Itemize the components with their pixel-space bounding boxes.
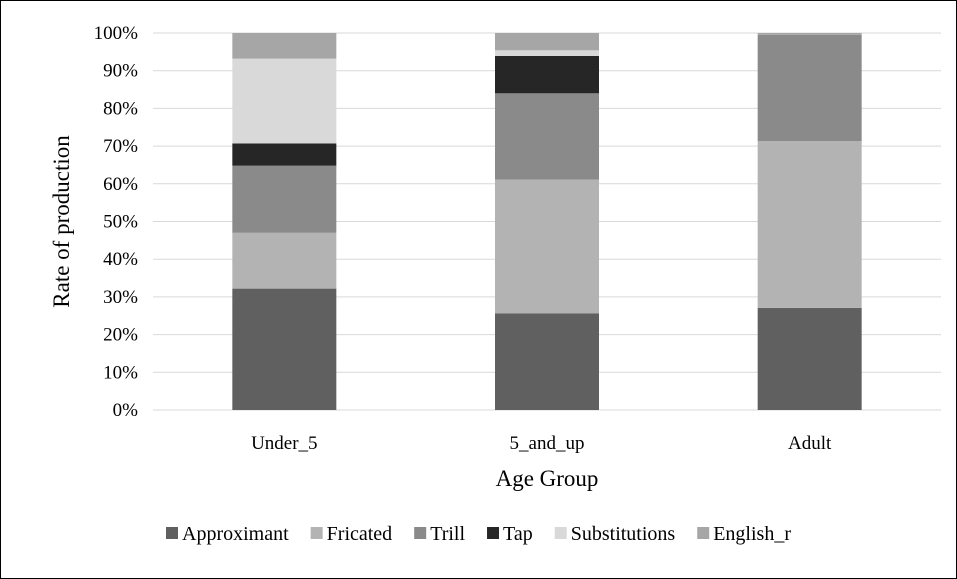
legend-label: Fricated [327, 523, 393, 545]
bar-segment [495, 179, 599, 314]
bar-segment [232, 232, 337, 289]
legend: Approximant Fricated Trill Tap Substitutions… [166, 523, 791, 545]
legend-swatch [310, 527, 323, 539]
legend-swatch [166, 527, 178, 539]
y-tick-labels: 0% 10% 20% 30% 40% 50% 60% 70% 80% 90% 100% [94, 23, 139, 421]
bar-segment [757, 33, 862, 35]
bar-segment [757, 34, 862, 142]
bars [232, 33, 862, 410]
bar-segment [232, 165, 337, 233]
bar-segment [232, 33, 337, 59]
y-tick-label: 80% [103, 98, 138, 119]
y-tick-label: 40% [103, 249, 138, 270]
y-tick-label: 50% [103, 212, 138, 233]
y-tick-label: 20% [103, 325, 138, 346]
bar-segment [757, 141, 862, 308]
legend-label: English_r [713, 523, 791, 545]
legend-swatch [697, 527, 710, 539]
bar-segment [495, 55, 599, 94]
bar-segment [495, 33, 599, 51]
legend-swatch [554, 527, 567, 539]
x-tick-label: 5_and_up [510, 433, 585, 454]
legend-label: Trill [430, 523, 465, 545]
legend-swatch [487, 527, 500, 539]
legend-label: Approximant [182, 523, 289, 545]
x-tick-labels: Under_5 5_and_up Adult [251, 433, 832, 454]
x-tick-label: Under_5 [251, 433, 317, 454]
y-tick-label: 30% [103, 287, 138, 308]
bar-segment [232, 58, 337, 144]
legend-label: Tap [503, 523, 533, 545]
y-tick-label: 0% [113, 400, 139, 421]
legend-label: Substitutions [571, 523, 676, 545]
bar-segment [232, 288, 337, 410]
y-axis-title: Rate of production [49, 135, 74, 308]
bar-segment [495, 50, 599, 56]
bar-segment [757, 307, 862, 410]
y-tick-label: 100% [94, 23, 139, 44]
legend-swatch [414, 527, 427, 539]
y-tick-label: 60% [103, 174, 138, 195]
y-tick-label: 70% [103, 136, 138, 157]
bar-segment [495, 313, 599, 410]
y-tick-label: 90% [103, 61, 138, 82]
bar-segment [495, 93, 599, 180]
bar-segment [232, 143, 337, 166]
x-tick-label: Adult [788, 433, 832, 454]
x-axis-title: Age Group [496, 466, 599, 491]
y-tick-label: 10% [103, 362, 138, 383]
